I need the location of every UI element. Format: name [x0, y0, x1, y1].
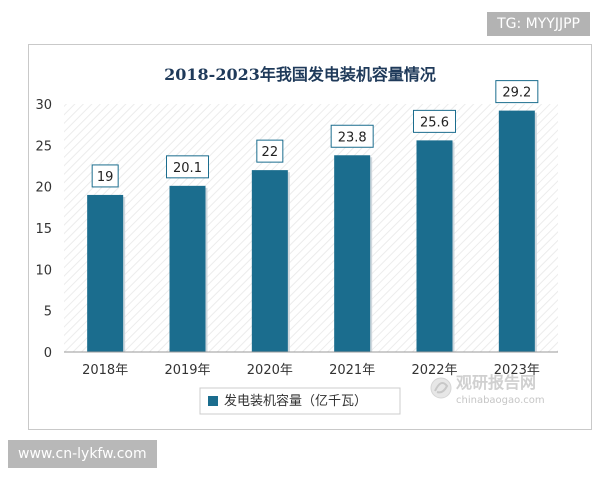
site-logo: 观研报告网 chinabaogao.com	[430, 373, 545, 406]
y-axis: 0 5 10 15 20 25 30	[35, 98, 52, 361]
bars: 19 20.1 22 23.8 25.6 29.2	[87, 80, 539, 352]
x-tick-label: 2021年	[329, 363, 375, 378]
legend-swatch	[208, 396, 218, 406]
logo-en-text: chinabaogao.com	[456, 395, 545, 406]
url-watermark: www.cn-lykfw.com	[8, 440, 157, 468]
data-label: 19	[97, 170, 114, 185]
chart-title: 2018-2023年我国发电装机容量情况	[164, 65, 436, 84]
bar	[416, 140, 453, 352]
y-tick-label: 25	[35, 139, 52, 154]
y-tick-label: 0	[44, 346, 52, 361]
x-tick-label: 2022年	[411, 363, 457, 378]
data-label: 25.6	[420, 115, 449, 130]
x-tick-label: 2023年	[494, 363, 540, 378]
logo-swirl-icon	[434, 381, 449, 394]
plot-area-background	[64, 104, 558, 352]
y-tick-label: 30	[35, 98, 52, 113]
data-label: 20.1	[173, 161, 202, 176]
y-tick-label: 5	[44, 305, 52, 320]
legend-label: 发电装机容量（亿千瓦）	[224, 393, 367, 409]
y-tick-label: 10	[35, 263, 52, 278]
logo-cn-text: 观研报告网	[456, 373, 536, 392]
data-label-box	[91, 164, 119, 188]
data-label-box	[413, 109, 456, 133]
x-tick-label: 2018年	[82, 363, 128, 378]
x-axis: 2018年 2019年 2020年 2021年 2022年 2023年	[82, 363, 540, 378]
logo-mark-icon	[430, 377, 452, 399]
bar	[87, 194, 124, 352]
bar	[251, 170, 288, 352]
x-tick-label: 2019年	[164, 363, 210, 378]
tg-watermark: TG: MYYJJPP	[487, 12, 590, 36]
data-label-box	[166, 155, 209, 179]
legend: 发电装机容量（亿千瓦）	[199, 387, 401, 415]
y-tick-label: 15	[35, 222, 52, 237]
data-label-box	[256, 139, 284, 163]
bar	[169, 185, 206, 352]
data-label: 23.8	[338, 130, 367, 145]
bar	[498, 110, 535, 352]
legend-box	[199, 387, 401, 415]
x-tick-label: 2020年	[247, 363, 293, 378]
bar	[334, 155, 371, 352]
data-label: 22	[262, 145, 279, 160]
data-label: 29.2	[502, 86, 531, 101]
data-label-box	[495, 80, 539, 104]
y-tick-label: 20	[35, 181, 52, 196]
data-label-box	[330, 124, 374, 148]
